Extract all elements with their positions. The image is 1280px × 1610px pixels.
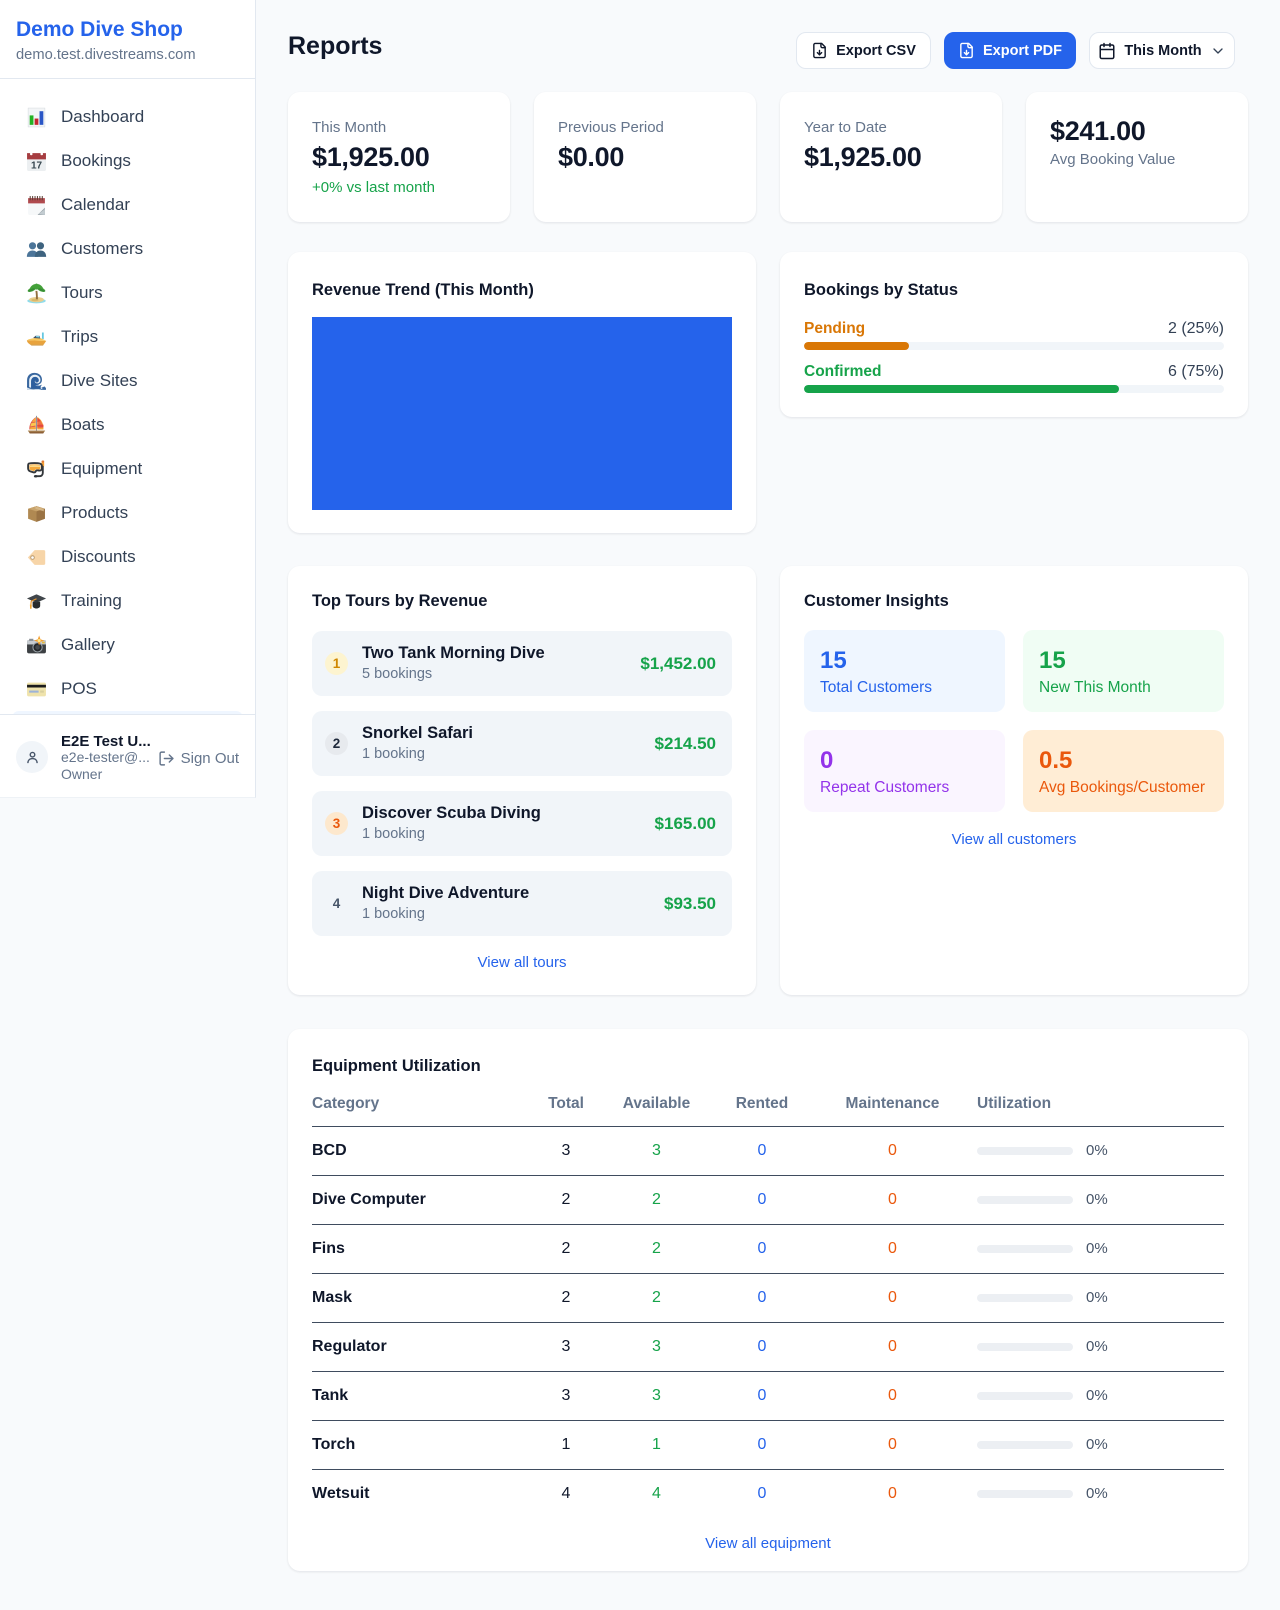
svg-text:17: 17	[31, 160, 43, 171]
